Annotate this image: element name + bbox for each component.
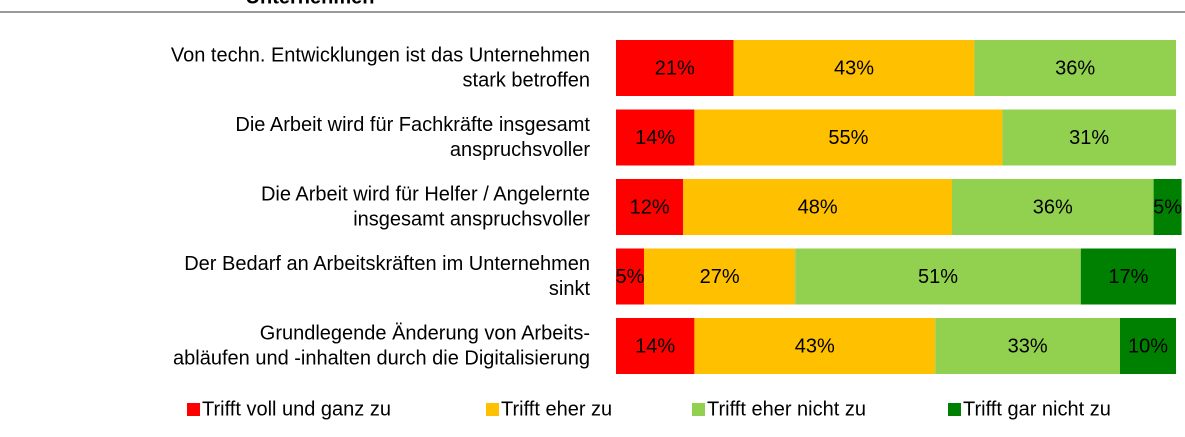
bar-segment — [1153, 179, 1182, 235]
data-label: 31% — [1069, 127, 1109, 149]
category-label: Grundlegende Änderung von Arbeits- — [260, 322, 590, 344]
category-label: Der Bedarf an Arbeitskräften im Unterneh… — [184, 253, 590, 275]
bar-segment — [616, 248, 644, 305]
data-label: 5% — [1153, 196, 1182, 218]
bar-segment — [644, 248, 796, 305]
data-label: 14% — [635, 335, 675, 357]
category-label: abläufen und -inhalten durch die Digital… — [173, 347, 590, 369]
legend-swatch — [948, 403, 961, 416]
category-label: sinkt — [549, 278, 591, 300]
bar-segment — [616, 318, 695, 374]
bar-segment — [974, 40, 1176, 96]
data-label: 43% — [834, 57, 874, 79]
bar-segment — [683, 179, 952, 235]
category-label: anspruchsvoller — [450, 139, 590, 161]
bar-segment — [694, 318, 936, 374]
bar-segment — [616, 109, 695, 166]
bar-segment — [935, 318, 1120, 374]
legend-label: Trifft eher nicht zu — [707, 398, 866, 420]
chart-title: Unternehmen — [246, 0, 375, 8]
legend-label: Trifft voll und ganz zu — [202, 398, 391, 420]
category-label: stark betroffen — [463, 69, 590, 91]
bar-segment — [733, 40, 975, 96]
data-label: 36% — [1033, 196, 1073, 218]
legend-label: Trifft gar nicht zu — [963, 398, 1111, 420]
legend-label: Trifft eher zu — [501, 398, 612, 420]
category-label: Die Arbeit wird für Helfer / Angelernte — [261, 183, 590, 205]
bar-segment — [616, 40, 734, 96]
category-label: Von techn. Entwicklungen ist das Unterne… — [171, 44, 590, 66]
data-label: 51% — [918, 266, 958, 288]
data-label: 5% — [616, 266, 645, 288]
bar-segment — [1002, 109, 1176, 166]
bar-segment — [1080, 248, 1176, 305]
legend-swatch — [486, 403, 499, 416]
data-label: 10% — [1128, 335, 1168, 357]
bar-segment — [952, 179, 1154, 235]
data-label: 55% — [828, 127, 868, 149]
data-label: 14% — [635, 127, 675, 149]
bar-segment — [694, 109, 1003, 166]
category-label: Die Arbeit wird für Fachkräfte insgesamt — [235, 114, 590, 136]
bar-segment — [1120, 318, 1176, 374]
data-label: 43% — [795, 335, 835, 357]
data-label: 36% — [1055, 57, 1095, 79]
data-label: 48% — [798, 196, 838, 218]
data-label: 33% — [1008, 335, 1048, 357]
data-label: 27% — [700, 266, 740, 288]
data-label: 12% — [630, 196, 670, 218]
legend-swatch — [187, 403, 200, 416]
category-label: insgesamt anspruchsvoller — [353, 208, 590, 230]
bar-segment — [616, 179, 684, 235]
data-label: 21% — [655, 57, 695, 79]
bar-segment — [795, 248, 1081, 305]
legend-swatch — [692, 403, 705, 416]
data-label: 17% — [1108, 266, 1148, 288]
